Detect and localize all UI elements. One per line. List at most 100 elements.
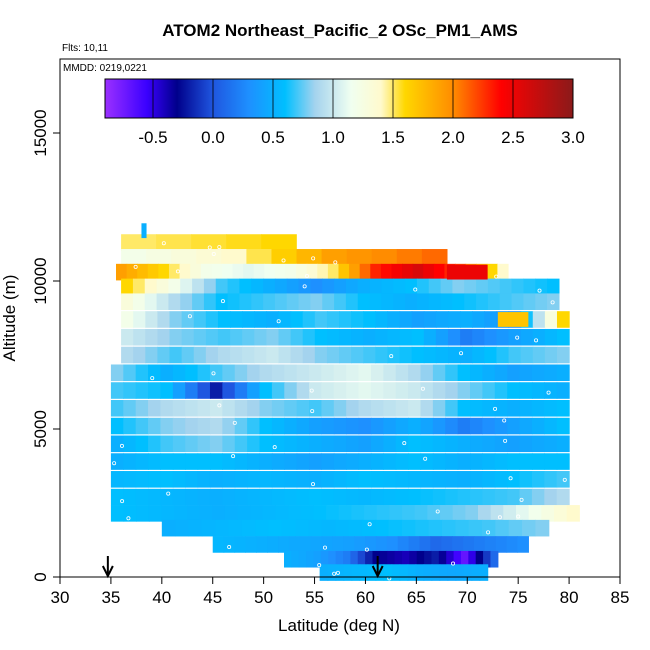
heatmap-cell — [203, 278, 217, 296]
heatmap-cell — [191, 234, 227, 251]
heatmap-cell — [457, 488, 471, 506]
heatmap-cell — [212, 536, 225, 553]
heatmap-cell — [298, 293, 312, 311]
heatmap-cell — [507, 435, 521, 453]
heatmap-cell — [395, 435, 409, 453]
heatmap-cell — [351, 564, 361, 581]
heatmap-cell — [395, 417, 409, 435]
heatmap-cell — [476, 278, 489, 296]
heatmap-cell — [519, 471, 533, 488]
heatmap-cell — [160, 382, 174, 399]
heatmap-cell — [123, 417, 137, 435]
measurement-point — [502, 418, 507, 423]
heatmap-cell — [333, 399, 347, 417]
heatmap-cell — [445, 382, 459, 399]
heatmap-cell — [338, 505, 353, 522]
heatmap-cell — [487, 293, 501, 311]
heatmap-cell — [147, 263, 159, 281]
heatmap-cell — [358, 488, 372, 506]
heatmap-cell — [465, 505, 479, 522]
x-tick-label: 60 — [356, 588, 375, 607]
heatmap-cell — [181, 328, 195, 346]
heatmap-cell — [441, 536, 453, 553]
heatmap-cell — [387, 328, 401, 346]
heatmap-cell — [430, 536, 442, 553]
heatmap-cell — [420, 453, 434, 470]
heatmap-cell — [228, 519, 243, 537]
heatmap-cell — [388, 519, 403, 537]
heatmap-cell — [209, 399, 223, 417]
heatmap-cell — [372, 550, 381, 568]
heatmap-cell — [544, 382, 558, 399]
heatmap-cell — [370, 435, 384, 453]
heatmap-cell — [448, 346, 461, 364]
heatmap-cell — [310, 278, 323, 296]
heatmap-cell — [197, 488, 211, 506]
heatmap-cell — [445, 417, 459, 435]
heatmap-cell — [399, 328, 413, 346]
heatmap-cell — [221, 263, 234, 281]
heatmap-cell — [321, 364, 335, 382]
heatmap-cell — [247, 453, 261, 470]
heatmap-cell — [333, 417, 347, 435]
measurement-point — [112, 461, 117, 466]
heatmap-cell — [409, 550, 418, 568]
heatmap-cell — [160, 471, 174, 488]
heatmap-cell — [110, 382, 124, 399]
y-tick-label: 5000 — [31, 410, 50, 448]
heatmap-cell — [110, 399, 124, 417]
heatmap-cell — [478, 505, 492, 522]
heatmap-cell — [333, 382, 347, 399]
heatmap-cell — [222, 471, 236, 488]
heatmap-cell — [291, 550, 300, 568]
heatmap-cell — [209, 488, 223, 506]
heatmap-cell — [389, 505, 403, 522]
heatmap-cell — [172, 364, 186, 382]
heatmap-cell — [468, 519, 483, 537]
heatmap-cell — [408, 382, 422, 399]
heatmap-cell — [185, 453, 199, 470]
measurement-point — [311, 482, 316, 487]
heatmap-cell — [135, 399, 149, 417]
heatmap-cell — [342, 550, 351, 568]
heatmap-cell — [463, 564, 473, 581]
heatmap-cell — [145, 346, 159, 364]
heatmap-cell — [180, 293, 193, 311]
heatmap-cell — [445, 435, 459, 453]
heatmap-cell — [395, 471, 409, 488]
heatmap-cell — [169, 346, 183, 364]
heatmap-cell — [482, 519, 496, 537]
heatmap-cell — [383, 364, 397, 382]
heatmap-cell — [181, 346, 195, 364]
heatmap-cell — [494, 435, 508, 453]
heatmap-cell — [420, 471, 434, 488]
heatmap-cell — [528, 505, 542, 522]
heatmap-cell — [328, 550, 337, 568]
x-tick-label: 65 — [407, 588, 426, 607]
heatmap-patch — [446, 264, 488, 280]
heatmap-cell — [535, 278, 548, 296]
heatmap-cell — [440, 278, 454, 296]
heatmap-cell — [351, 311, 364, 328]
heatmap-cell — [401, 550, 410, 568]
measurement-point — [435, 509, 440, 514]
heatmap-cell — [333, 488, 347, 506]
heatmap-cell — [322, 278, 335, 296]
heatmap-cell — [416, 278, 430, 296]
heatmap-cell — [351, 346, 364, 364]
heatmap-cell — [391, 564, 401, 581]
heatmap-cell — [310, 536, 323, 553]
colorbar-tick-label: 2.0 — [441, 128, 465, 147]
heatmap-cell — [246, 249, 273, 266]
heatmap-cell — [271, 453, 285, 470]
heatmap-cell — [197, 453, 211, 470]
heatmap-cell — [266, 311, 280, 328]
heatmap-cell — [284, 417, 298, 435]
heatmap-cell — [432, 471, 446, 488]
heatmap-cell — [148, 505, 163, 522]
heatmap-cell — [375, 536, 388, 553]
heatmap-cell — [381, 293, 394, 311]
heatmap-cell — [137, 263, 149, 281]
heatmap-cell — [445, 364, 459, 382]
heatmap-cell — [395, 453, 409, 470]
